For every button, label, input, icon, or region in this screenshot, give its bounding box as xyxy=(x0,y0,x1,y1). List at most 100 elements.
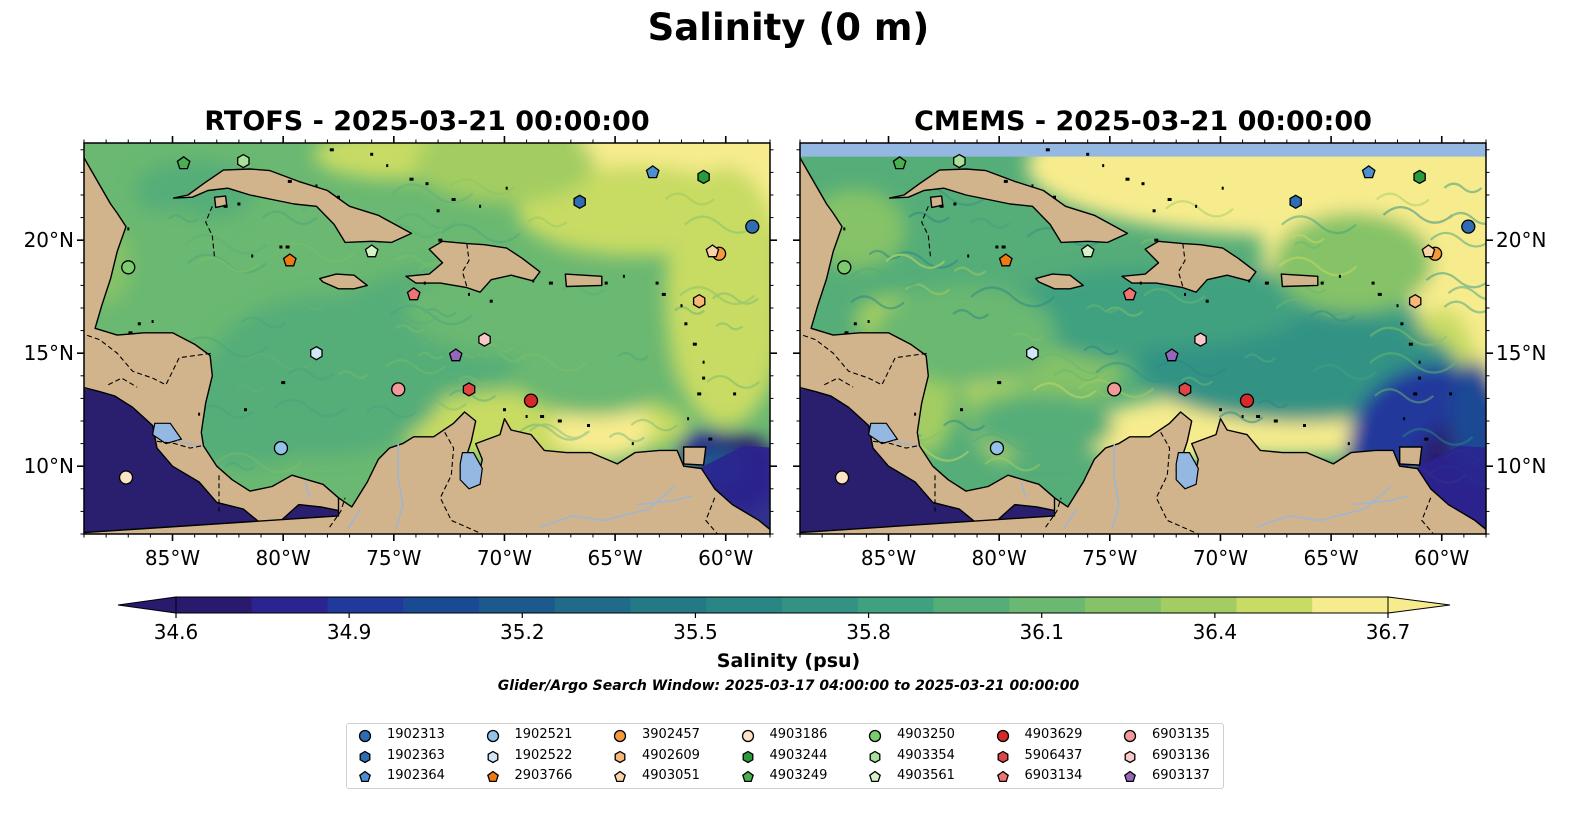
legend-marker-6903136 xyxy=(1124,750,1136,763)
lon-tick-label: 80°W xyxy=(255,546,311,570)
lon-tick-label: 60°W xyxy=(698,546,754,570)
legend-marker-4903186 xyxy=(741,729,754,743)
colorbar-tick-label: 35.5 xyxy=(673,620,718,644)
colorbar-extend-high xyxy=(1387,596,1451,614)
colorbar-tick-label: 36.1 xyxy=(1019,620,1064,644)
colorbar-label: Salinity (psu) xyxy=(716,650,861,672)
legend-label: 6903134 xyxy=(1024,768,1083,783)
colorbar-segment xyxy=(554,597,632,613)
legend-label: 4903354 xyxy=(897,747,955,763)
float-marker-4903249 xyxy=(176,155,191,170)
float-marker-6903135 xyxy=(1107,382,1122,397)
float-marker-6903137 xyxy=(448,348,463,362)
legend-symbol xyxy=(486,770,499,783)
lon-tick-label: 65°W xyxy=(587,546,643,570)
legend-label: 3902457 xyxy=(642,727,700,742)
colorbar-segment xyxy=(403,597,480,613)
float-marker-1902363 xyxy=(573,194,586,210)
legend-marker-1902363 xyxy=(359,750,371,763)
legend-symbol xyxy=(358,729,372,743)
float-marker-4902609 xyxy=(692,293,706,309)
legend-marker-6903134 xyxy=(996,770,1009,783)
float-marker-4903051 xyxy=(705,244,720,258)
float-marker-4903249 xyxy=(892,155,907,170)
legend-symbol xyxy=(614,770,626,783)
float-marker-4902609 xyxy=(1408,293,1422,309)
float-marker-4903244 xyxy=(1413,169,1426,185)
float-marker-1902313 xyxy=(1461,219,1476,234)
float-marker-4903629 xyxy=(523,393,539,408)
rtofs-map-panel xyxy=(84,143,770,534)
float-marker-4903186 xyxy=(834,470,850,485)
float-marker-1902313 xyxy=(745,219,760,234)
legend-symbol xyxy=(614,750,626,763)
cmems-panel-title: CMEMS - 2025-03-21 00:00:00 xyxy=(914,106,1372,137)
colorbar-tick-label: 35.2 xyxy=(500,620,545,644)
legend-marker-4903629 xyxy=(996,729,1009,743)
legend-symbol xyxy=(997,750,1008,763)
legend-symbol xyxy=(869,750,881,763)
legend-symbol xyxy=(868,729,882,743)
colorbar-segment xyxy=(630,597,707,613)
colorbar-extend-low xyxy=(117,596,177,614)
legend-marker-6903135 xyxy=(1123,729,1137,743)
legend-marker-4902609 xyxy=(614,750,626,763)
legend-symbol xyxy=(486,729,499,743)
legend-symbol xyxy=(742,750,753,763)
legend-marker-5906437 xyxy=(997,750,1008,763)
legend-label: 4903244 xyxy=(769,747,828,763)
colorbar-tick-label: 34.6 xyxy=(153,620,199,644)
float-marker-4903561 xyxy=(1080,244,1095,258)
search-window-caption: Glider/Argo Search Window: 2025-03-17 04… xyxy=(497,678,1080,694)
lon-tick-label: 85°W xyxy=(860,546,917,570)
float-marker-4903629 xyxy=(1239,393,1255,408)
lat-tick-label-left: 20°N xyxy=(23,228,74,253)
lat-tick-label-right: 10°N xyxy=(1496,454,1547,479)
legend-symbol xyxy=(613,729,627,743)
colorbar-segment xyxy=(176,597,253,613)
colorbar-segment xyxy=(1236,597,1313,613)
legend-symbol xyxy=(359,770,371,783)
float-marker-4903186 xyxy=(118,470,134,485)
legend-label: 1902363 xyxy=(387,747,445,763)
lat-tick-label-right: 15°N xyxy=(1496,341,1547,366)
legend-label: 2903766 xyxy=(514,768,573,783)
legend-symbol xyxy=(359,750,371,763)
float-marker-5906437 xyxy=(1178,382,1192,397)
legend-marker-4903249 xyxy=(741,770,754,783)
legend-symbol xyxy=(741,729,754,743)
colorbar-segment xyxy=(1312,597,1389,613)
float-marker-5906437 xyxy=(462,382,476,397)
legend-label: 1902522 xyxy=(514,747,573,763)
float-marker-6903134 xyxy=(1122,287,1137,301)
legend-label: 6903136 xyxy=(1152,747,1210,763)
colorbar-segment xyxy=(782,597,859,613)
float-marker-1902521 xyxy=(273,440,289,456)
lon-tick-label: 85°W xyxy=(144,546,201,570)
float-marker-6903137 xyxy=(1164,348,1179,362)
legend-symbol xyxy=(1123,729,1137,743)
legend-label: 1902521 xyxy=(514,727,573,742)
cmems-map-panel xyxy=(800,143,1486,534)
float-marker-4903354 xyxy=(237,153,250,169)
float-marker-6903135 xyxy=(391,382,406,397)
float-marker-6903136 xyxy=(1194,332,1207,347)
legend-symbol xyxy=(1124,770,1136,783)
float-marker-1902364 xyxy=(645,165,660,179)
legend-label: 4903629 xyxy=(1024,727,1083,742)
legend-label: 6903135 xyxy=(1152,727,1210,742)
rtofs-panel-title: RTOFS - 2025-03-21 00:00:00 xyxy=(204,106,650,137)
lon-tick-label: 65°W xyxy=(1303,546,1359,570)
legend-marker-4903250 xyxy=(868,729,882,743)
colorbar-tick-label: 36.7 xyxy=(1365,620,1411,644)
lon-tick-label: 60°W xyxy=(1414,546,1470,570)
colorbar-segment xyxy=(857,597,935,613)
legend-marker-1902522 xyxy=(487,750,498,763)
legend-symbol xyxy=(996,770,1009,783)
legend-symbol xyxy=(1124,750,1136,763)
float-marker-4903561 xyxy=(364,244,379,258)
legend-label: 4903186 xyxy=(769,727,828,742)
legend-marker-6903137 xyxy=(1124,770,1136,783)
lon-tick-label: 70°W xyxy=(1192,546,1249,570)
legend-marker-4903051 xyxy=(614,770,626,783)
